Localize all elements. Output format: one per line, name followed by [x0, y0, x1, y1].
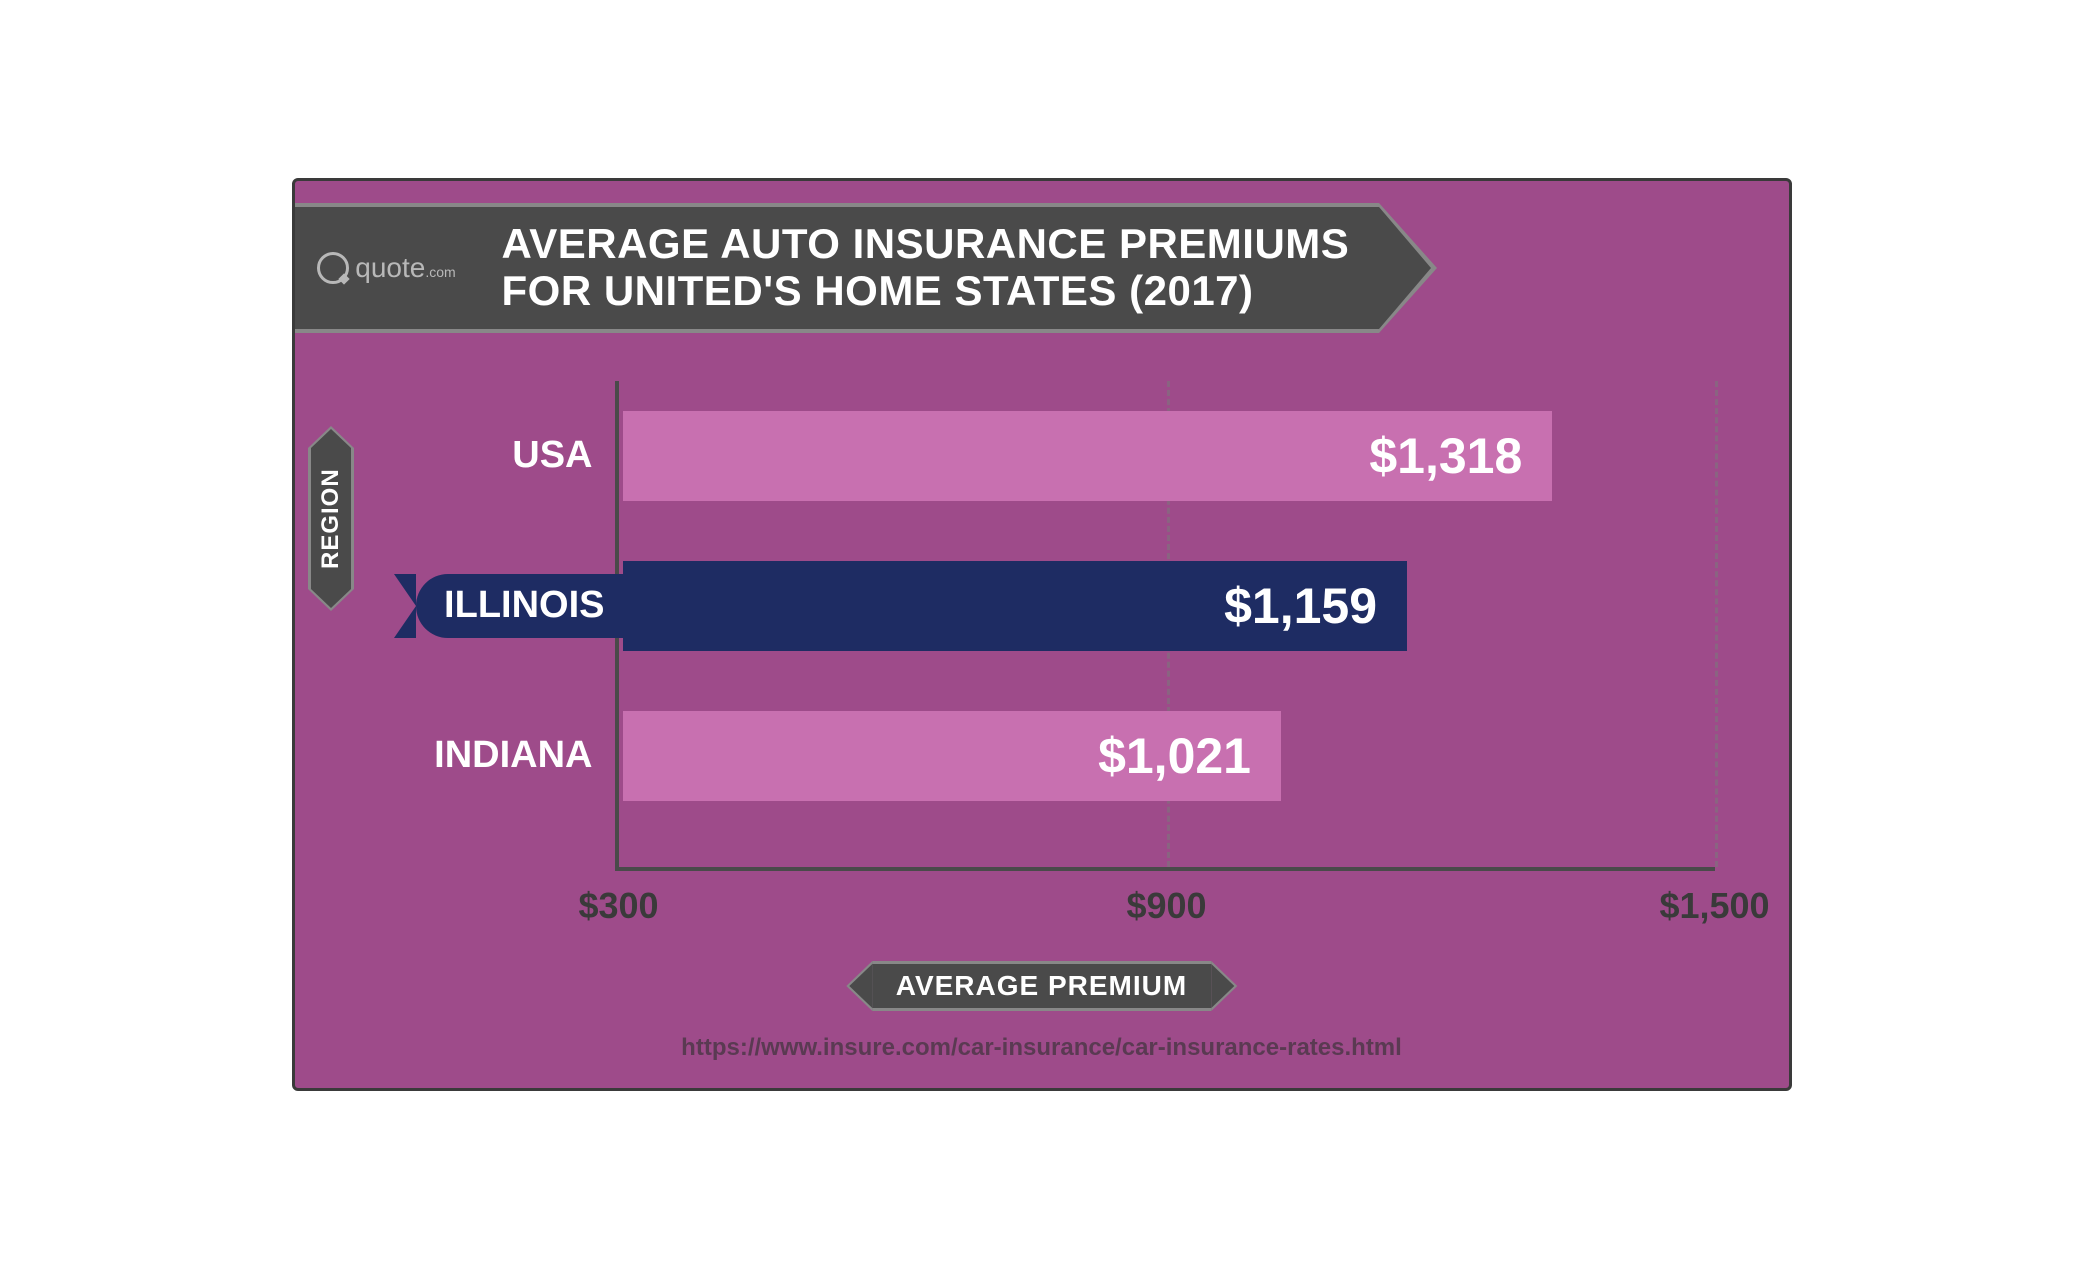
infographic-canvas: quote.com AVERAGE AUTO INSURANCE PREMIUM… [292, 178, 1792, 1091]
bar-row: $1,159ILLINOIS [623, 561, 1408, 651]
title-line2: FOR UNITED'S HOME STATES (2017) [502, 268, 1350, 314]
bar-chart: $300$900$1,500$1,318USA$1,159ILLINOIS$1,… [615, 381, 1715, 871]
logo-text: quote.com [355, 252, 455, 284]
title-box: AVERAGE AUTO INSURANCE PREMIUMS FOR UNIT… [482, 203, 1380, 333]
x-axis-label: AVERAGE PREMIUM [872, 961, 1211, 1011]
bar: $1,021 [623, 711, 1282, 801]
source-citation: https://www.insure.com/car-insurance/car… [295, 1034, 1789, 1062]
bar-row: $1,318USA [623, 411, 1553, 501]
bar-label: INDIANA [434, 734, 592, 777]
x-tick-label: $300 [578, 885, 658, 927]
gridline [1715, 381, 1718, 867]
logo-brand: quote [355, 252, 425, 283]
logo-tld: .com [425, 264, 455, 280]
bar-label-highlight: ILLINOIS [394, 574, 622, 638]
title-line1: AVERAGE AUTO INSURANCE PREMIUMS [502, 221, 1350, 267]
logo: quote.com [292, 203, 482, 333]
title-arrow-icon [1379, 203, 1439, 333]
bar-row: $1,021INDIANA [623, 711, 1282, 801]
x-tick-label: $1,500 [1659, 885, 1769, 927]
quote-logo-icon [317, 252, 349, 284]
y-axis-label: REGION [308, 448, 354, 589]
x-axis-label-ribbon: AVERAGE PREMIUM [846, 961, 1237, 1011]
header-banner: quote.com AVERAGE AUTO INSURANCE PREMIUM… [292, 203, 1440, 333]
y-axis-label-ribbon: REGION [308, 426, 354, 611]
x-tick-label: $900 [1126, 885, 1206, 927]
bar: $1,159 [623, 561, 1408, 651]
plot-area: $300$900$1,500$1,318USA$1,159ILLINOIS$1,… [615, 381, 1715, 871]
bar: $1,318 [623, 411, 1553, 501]
bar-label: USA [512, 434, 592, 477]
